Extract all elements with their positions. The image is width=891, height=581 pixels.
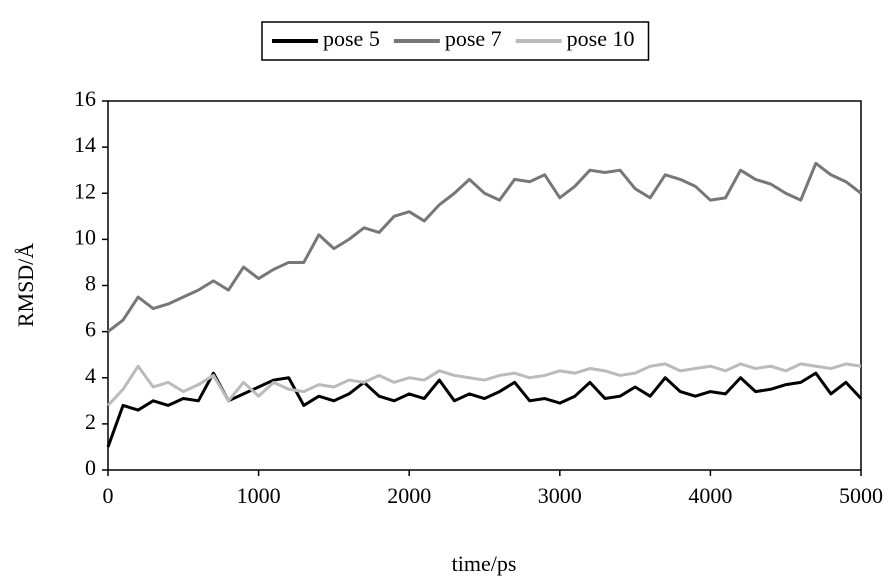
y-tick-label: 12 xyxy=(74,178,96,203)
y-tick-label: 0 xyxy=(85,455,96,480)
series-line xyxy=(106,371,863,448)
y-tick-label: 14 xyxy=(74,132,96,157)
y-tick-label: 6 xyxy=(85,317,96,342)
series-line xyxy=(106,362,862,407)
x-tick-label: 3000 xyxy=(538,483,582,508)
x-tick-label: 5000 xyxy=(839,483,883,508)
legend-label: pose 10 xyxy=(567,26,635,51)
series-line xyxy=(107,161,862,333)
x-axis-label: time/ps xyxy=(452,551,517,576)
legend-label: pose 7 xyxy=(445,26,502,51)
legend-box xyxy=(261,21,650,61)
y-tick-label: 8 xyxy=(85,271,96,296)
y-tick-label: 4 xyxy=(85,363,96,388)
y-tick-label: 10 xyxy=(74,224,96,249)
legend-label: pose 5 xyxy=(323,26,380,51)
x-tick-label: 1000 xyxy=(237,483,281,508)
y-tick-label: 2 xyxy=(85,409,96,434)
y-axis-label: RMSD/Å xyxy=(13,243,38,327)
x-tick-label: 2000 xyxy=(387,483,431,508)
y-tick-label: 16 xyxy=(74,86,96,111)
x-tick-label: 4000 xyxy=(688,483,732,508)
x-tick-label: 0 xyxy=(103,483,114,508)
